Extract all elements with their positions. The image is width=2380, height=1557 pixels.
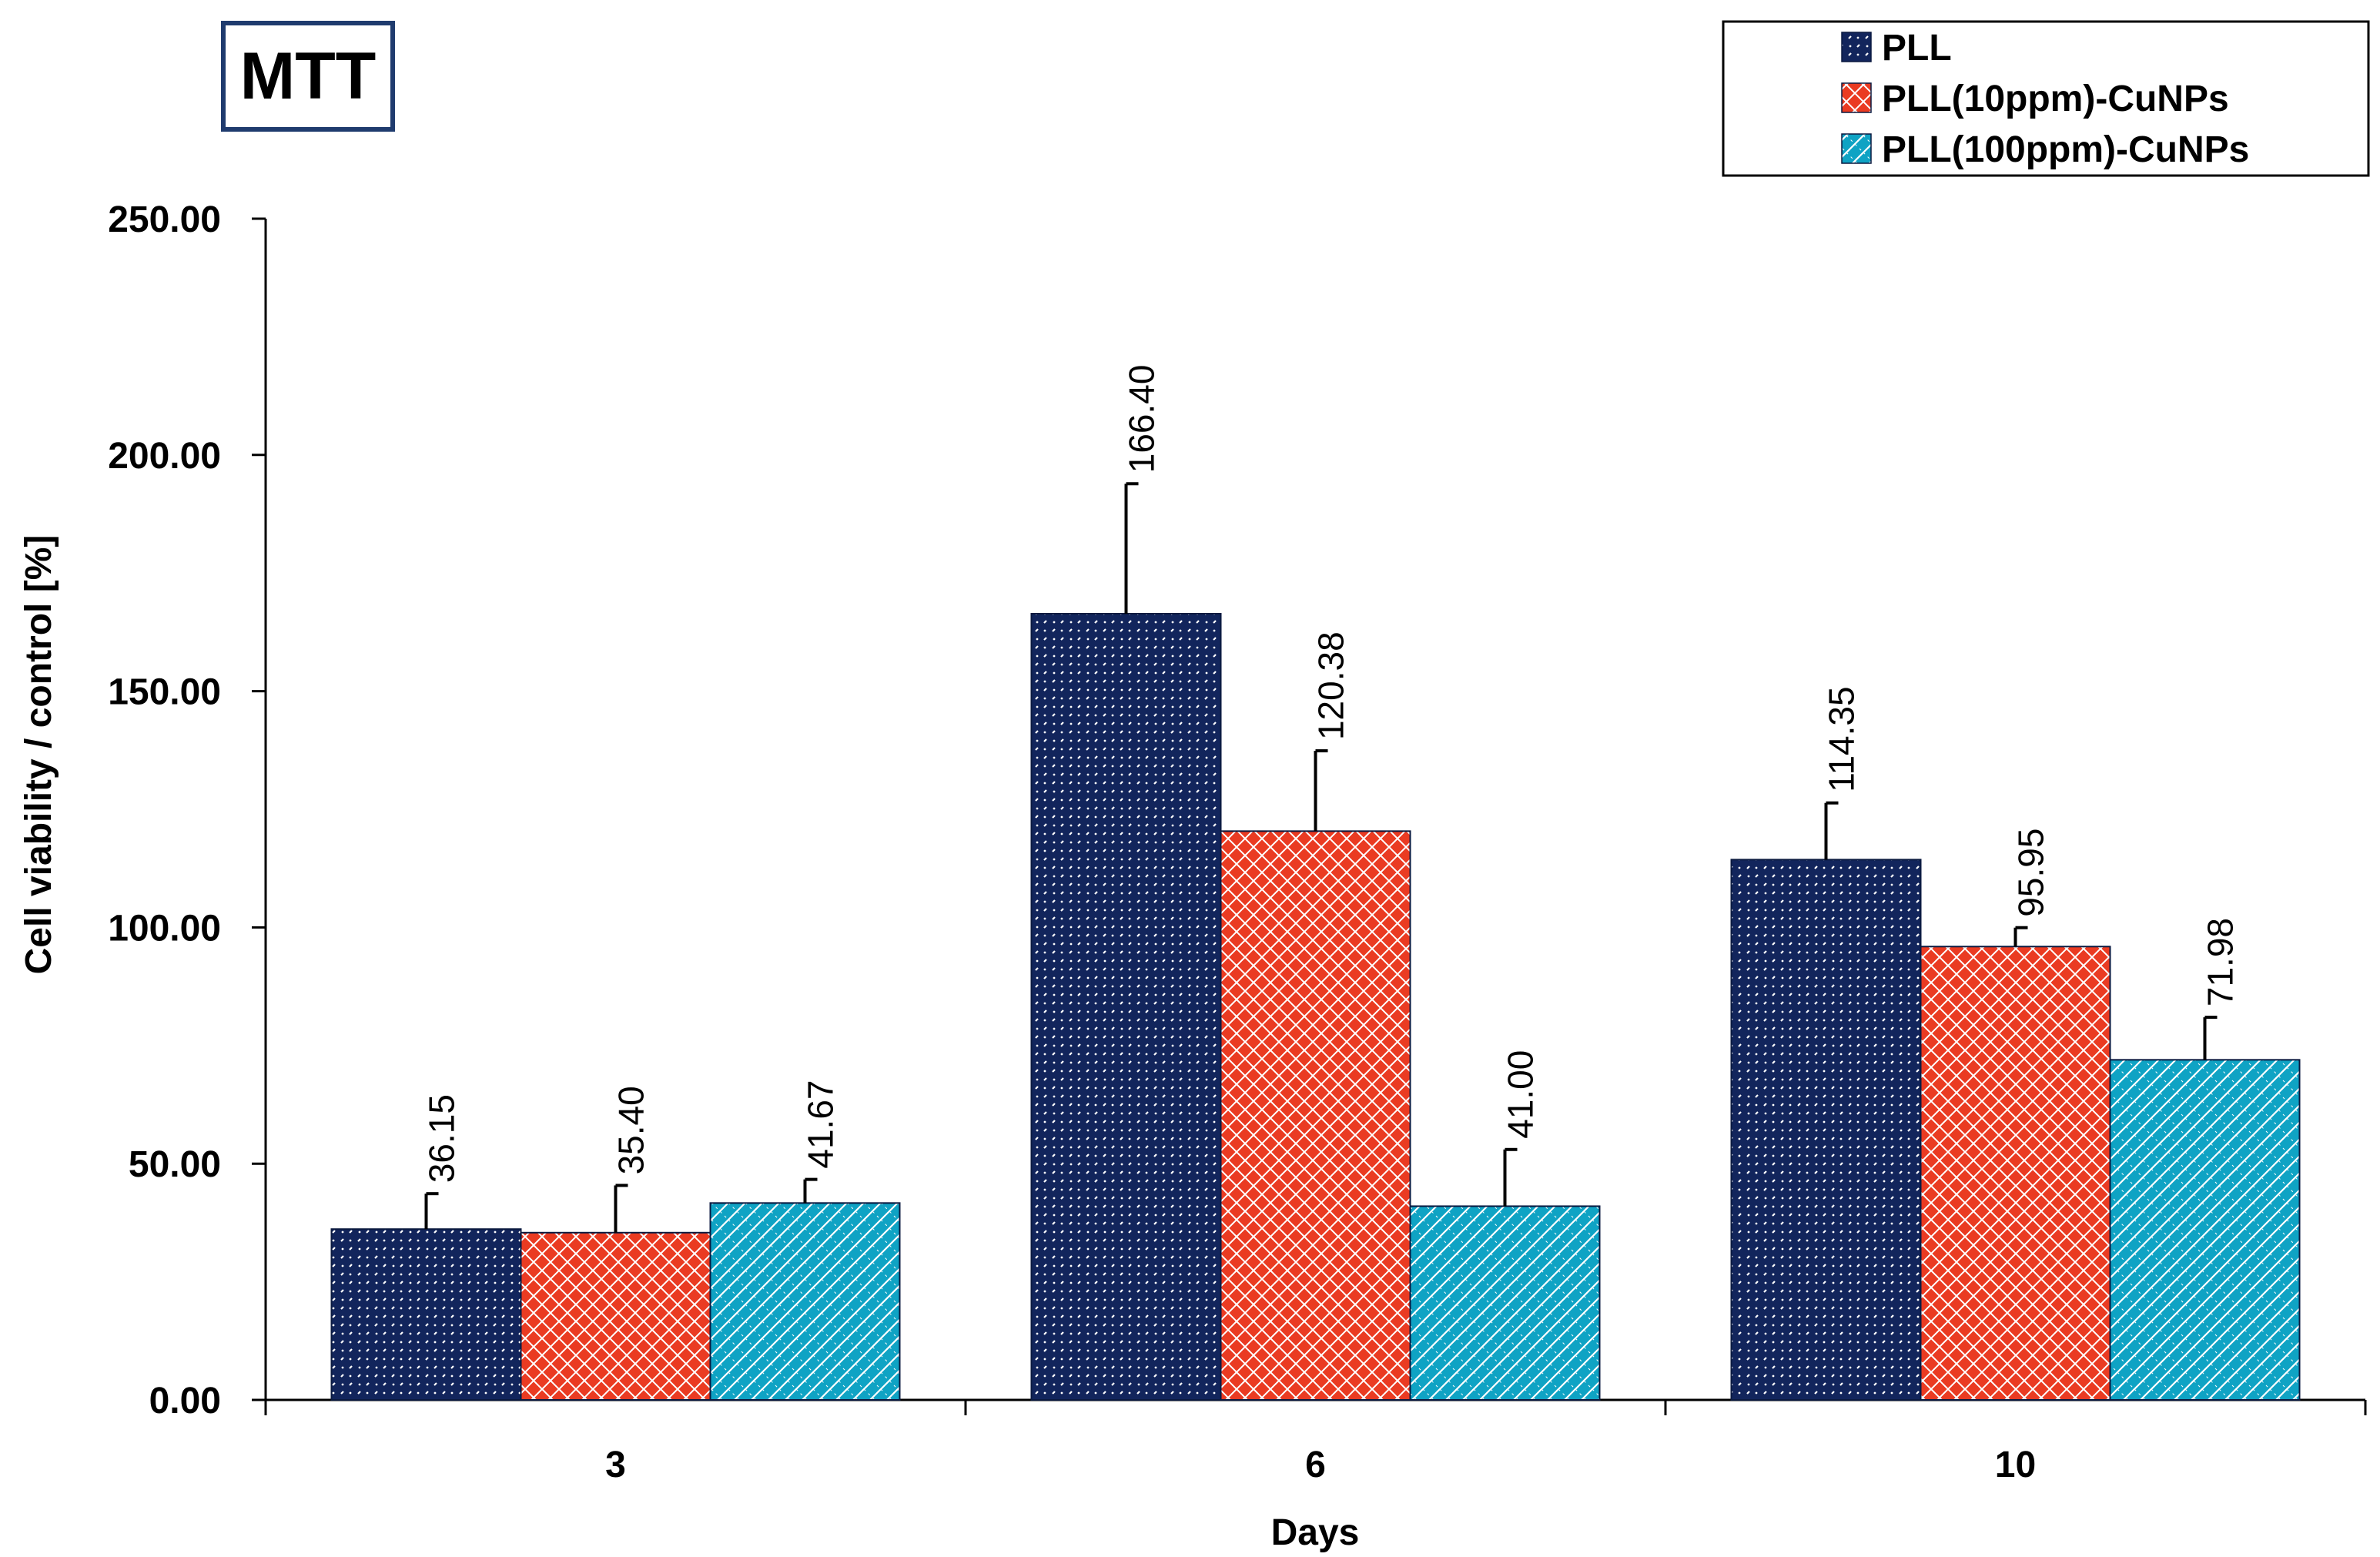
legend-swatch [1841, 82, 1872, 113]
y-tick-label: 200.00 [108, 436, 221, 477]
bar [709, 1202, 901, 1401]
bar [2109, 1059, 2301, 1401]
data-label: 71.98 [2201, 918, 2241, 1006]
data-label: 95.95 [2011, 829, 2051, 917]
legend-swatch [1841, 32, 1872, 62]
data-label: 120.38 [1311, 631, 1351, 740]
y-tick-label: 250.00 [108, 199, 221, 240]
x-tick-label: 10 [1995, 1445, 2036, 1485]
bar [1730, 859, 1922, 1401]
y-tick-label: 150.00 [108, 672, 221, 713]
y-axis-label: Cell viability / control [%] [18, 535, 59, 975]
legend-label: PLL(10ppm)-CuNPs [1882, 79, 2229, 119]
bar [1030, 612, 1222, 1401]
bar [330, 1228, 522, 1401]
bar [1920, 946, 2111, 1401]
bars: 36.15 35.40 41.67 166.40 120.38 41.00 114.35 95… [330, 365, 2301, 1401]
bar [520, 1231, 711, 1401]
y-tick-label: 100.00 [108, 908, 221, 949]
data-label: 166.40 [1122, 365, 1162, 474]
data-label: 41.00 [1501, 1050, 1541, 1139]
data-label: 35.40 [611, 1086, 651, 1174]
bar [1220, 830, 1411, 1401]
x-tick-label: 6 [1305, 1445, 1326, 1485]
y-tick-label: 0.00 [149, 1381, 221, 1421]
chart-title-box: MTT [221, 21, 395, 132]
data-label: 36.15 [422, 1094, 462, 1183]
legend: PLL PLL(10ppm)-CuNPs PLL(100ppm)-CuNPs [1722, 20, 2370, 177]
data-label: 114.35 [1822, 686, 1862, 792]
x-axis-label: Days [1271, 1512, 1360, 1553]
x-tick-label: 3 [605, 1445, 626, 1485]
data-label: 41.67 [801, 1080, 841, 1169]
bar [1409, 1205, 1601, 1401]
legend-label: PLL(100ppm)-CuNPs [1882, 129, 2249, 170]
legend-swatch [1841, 133, 1872, 164]
legend-label: PLL [1882, 28, 1952, 69]
chart-title: MTT [240, 39, 377, 113]
y-tick-label: 50.00 [129, 1144, 221, 1185]
